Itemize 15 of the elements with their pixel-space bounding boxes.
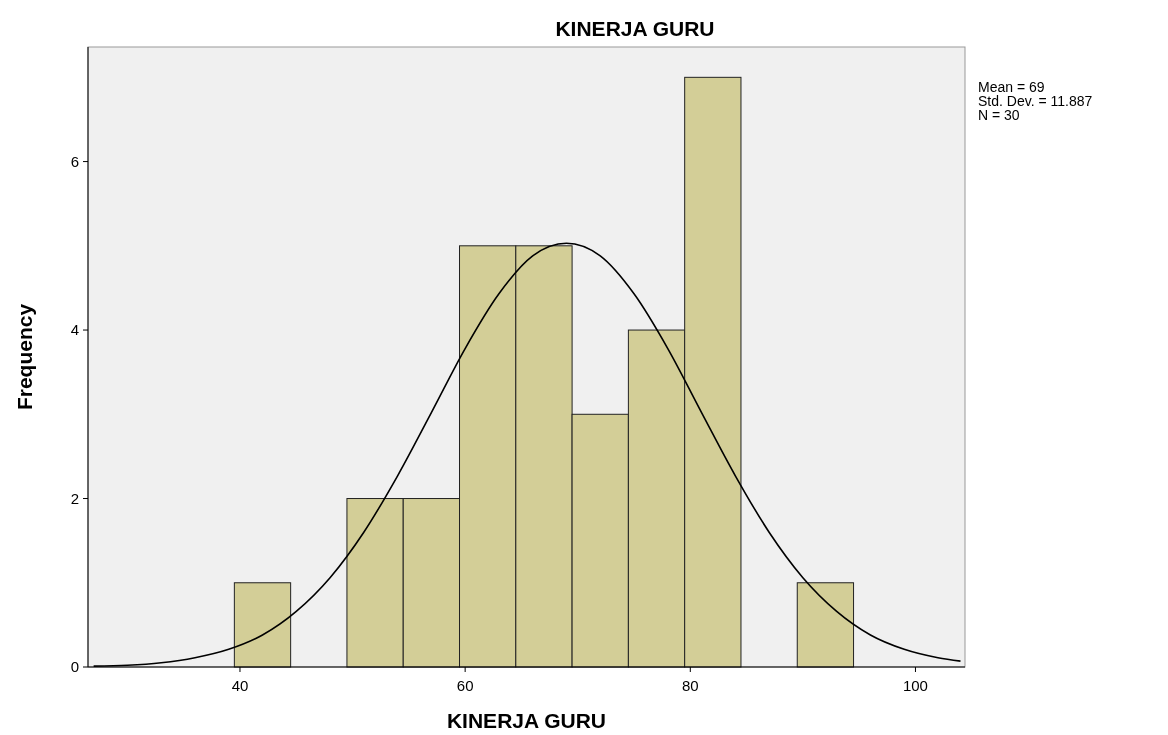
text: Std. Dev. = 11.887 — [978, 93, 1093, 109]
chart-title: KINERJA GURU — [555, 17, 715, 40]
text: N = 30 — [978, 107, 1020, 123]
x-tick-label: 60 — [456, 677, 474, 694]
y-tick-label: 2 — [70, 489, 79, 507]
x-tick-label: 100 — [902, 677, 928, 694]
x-axis-title: KINERJA GURU — [446, 709, 607, 732]
x-tick-label: 80 — [681, 677, 699, 694]
y-tick-label: 6 — [70, 152, 79, 170]
y-axis-title: Frequency — [13, 303, 36, 411]
line-series — [92, 242, 962, 667]
y-tick-label: 4 — [70, 321, 79, 339]
x-tick-label: 40 — [231, 677, 249, 694]
y-tick-label: 0 — [70, 658, 79, 675]
text: Mean = 69 — [978, 79, 1045, 95]
